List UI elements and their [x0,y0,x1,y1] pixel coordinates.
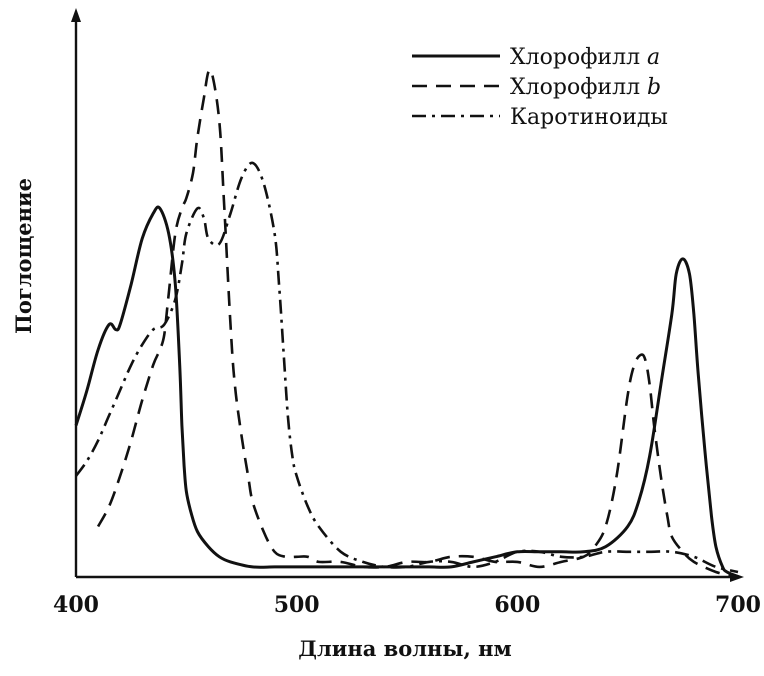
series-layer [74,68,739,579]
x-axis-title: Длина волны, нм [298,636,511,661]
plot-area: 400 500 600 700 [53,8,761,618]
x-ticks: 400 500 600 700 [53,592,761,618]
series-line-dashed [96,68,739,579]
legend-label-suffix: b [640,75,661,100]
legend-label-suffix: a [640,45,660,70]
legend-label: Хлорофилл a [510,45,660,70]
x-tick-label: 400 [53,592,99,618]
x-tick-label: 700 [715,592,761,618]
legend-label: Каротиноиды [510,105,668,130]
x-tick-label: 500 [274,592,320,618]
x-tick-label: 600 [494,592,540,618]
legend-label-main: Хлорофилл [510,45,640,70]
legend-label-main: Каротиноиды [510,105,668,130]
legend-label-main: Хлорофилл [510,75,640,100]
legend-label: Хлорофилл b [510,75,661,100]
series-line-dashdot [74,161,739,574]
series-line-solid [74,205,739,579]
y-axis-arrowhead [71,8,81,22]
y-axis-title: Поглощение [11,178,36,334]
